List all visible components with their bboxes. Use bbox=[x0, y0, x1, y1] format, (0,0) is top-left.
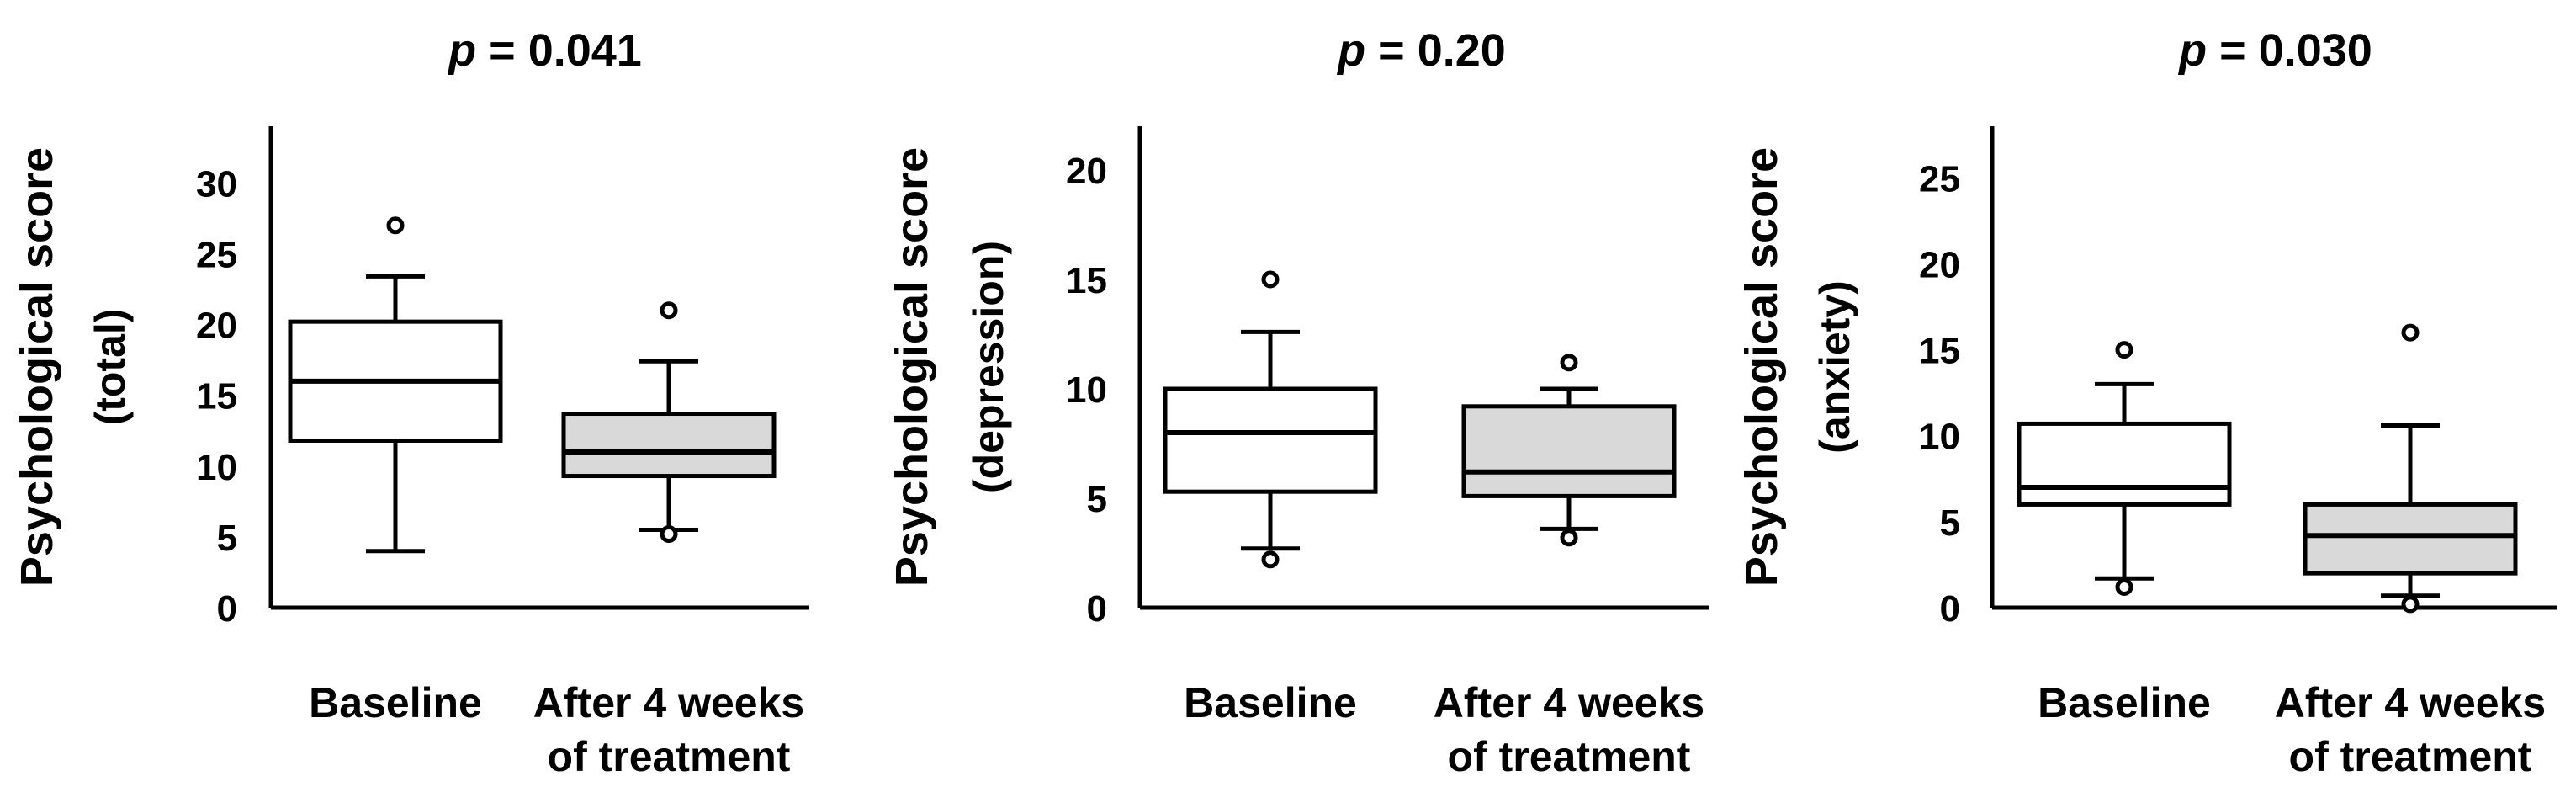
y-tick-label: 0 bbox=[1087, 588, 1107, 630]
box-series-baseline bbox=[2017, 341, 2232, 596]
y-tick-label: 5 bbox=[217, 518, 237, 559]
y-axis-sublabel: (total) bbox=[87, 309, 134, 426]
x-tick-label: After 4 weeks bbox=[533, 679, 804, 726]
outlier-point bbox=[2401, 595, 2420, 614]
x-tick-label: Baseline bbox=[1184, 679, 1357, 726]
y-tick-label: 20 bbox=[1919, 244, 1960, 285]
outlier-point bbox=[2401, 323, 2420, 342]
y-axis-sublabel: (anxiety) bbox=[1811, 280, 1858, 454]
y-axis-label: Psychological score bbox=[1736, 147, 1787, 587]
box-series-after bbox=[561, 301, 777, 544]
outlier-point bbox=[1261, 550, 1280, 569]
y-tick-label: 15 bbox=[1919, 331, 1960, 372]
outlier-point bbox=[2115, 577, 2133, 596]
outlier-point bbox=[1560, 529, 1578, 547]
box-series-after bbox=[1461, 354, 1677, 547]
y-tick-label: 25 bbox=[1919, 158, 1960, 199]
chart-panel-3: p = 0.030 Psychological score (anxiety) 0 5 1… bbox=[1736, 25, 2557, 780]
y-tick-label: 25 bbox=[196, 234, 237, 275]
p-symbol: p bbox=[2177, 25, 2207, 76]
chart-title: p = 0.20 bbox=[1336, 25, 1506, 76]
chart-panel-2: p = 0.20 Psychological score (depression) 0… bbox=[887, 25, 1709, 780]
outlier-point bbox=[386, 216, 405, 235]
x-tick-label: of treatment bbox=[548, 733, 791, 780]
outlier-point bbox=[660, 525, 678, 544]
y-tick-label: 15 bbox=[1066, 260, 1107, 301]
y-tick-label: 10 bbox=[1066, 369, 1107, 411]
outlier-point bbox=[1261, 270, 1280, 289]
p-value: = 0.041 bbox=[476, 25, 642, 76]
x-tick-label: of treatment bbox=[1448, 733, 1691, 780]
chart-panel-1: p = 0.041 Psychological score (total) 0 5 10 1… bbox=[12, 25, 809, 780]
box-series-baseline bbox=[288, 216, 503, 554]
outlier-point bbox=[660, 301, 678, 320]
chart-title: p = 0.041 bbox=[447, 25, 642, 76]
outlier-point bbox=[2115, 341, 2133, 359]
iqr-box bbox=[1461, 404, 1677, 498]
x-tick-label: After 4 weeks bbox=[2275, 679, 2546, 726]
y-tick-label: 30 bbox=[196, 163, 237, 205]
iqr-box bbox=[561, 412, 777, 479]
chart-title: p = 0.030 bbox=[2177, 25, 2372, 76]
x-tick-label: Baseline bbox=[309, 679, 482, 726]
outlier-point bbox=[1560, 354, 1578, 372]
p-symbol: p bbox=[447, 25, 476, 76]
y-tick-label: 5 bbox=[1940, 502, 1960, 544]
y-axis-sublabel: (depression) bbox=[965, 241, 1012, 493]
y-axis-label: Psychological score bbox=[887, 147, 937, 587]
p-symbol: p bbox=[1336, 25, 1365, 76]
x-tick-label: Baseline bbox=[2038, 679, 2211, 726]
box-series-baseline bbox=[1163, 270, 1378, 569]
y-axis-label: Psychological score bbox=[12, 147, 62, 587]
p-value: = 0.030 bbox=[2207, 25, 2372, 76]
y-tick-label: 15 bbox=[196, 376, 237, 417]
y-tick-label: 0 bbox=[217, 588, 237, 630]
y-tick-label: 20 bbox=[196, 306, 237, 347]
y-tick-label: 10 bbox=[196, 447, 237, 488]
y-tick-label: 5 bbox=[1087, 479, 1107, 520]
y-tick-label: 10 bbox=[1919, 417, 1960, 458]
x-tick-label: After 4 weeks bbox=[1434, 679, 1704, 726]
p-value: = 0.20 bbox=[1365, 25, 1506, 76]
iqr-box bbox=[1163, 386, 1378, 494]
y-tick-label: 20 bbox=[1066, 151, 1107, 192]
x-tick-label: of treatment bbox=[2289, 733, 2532, 780]
box-series-after bbox=[2303, 323, 2518, 614]
y-tick-label: 0 bbox=[1940, 588, 1960, 630]
iqr-box bbox=[2303, 502, 2518, 576]
iqr-box bbox=[2017, 421, 2232, 507]
